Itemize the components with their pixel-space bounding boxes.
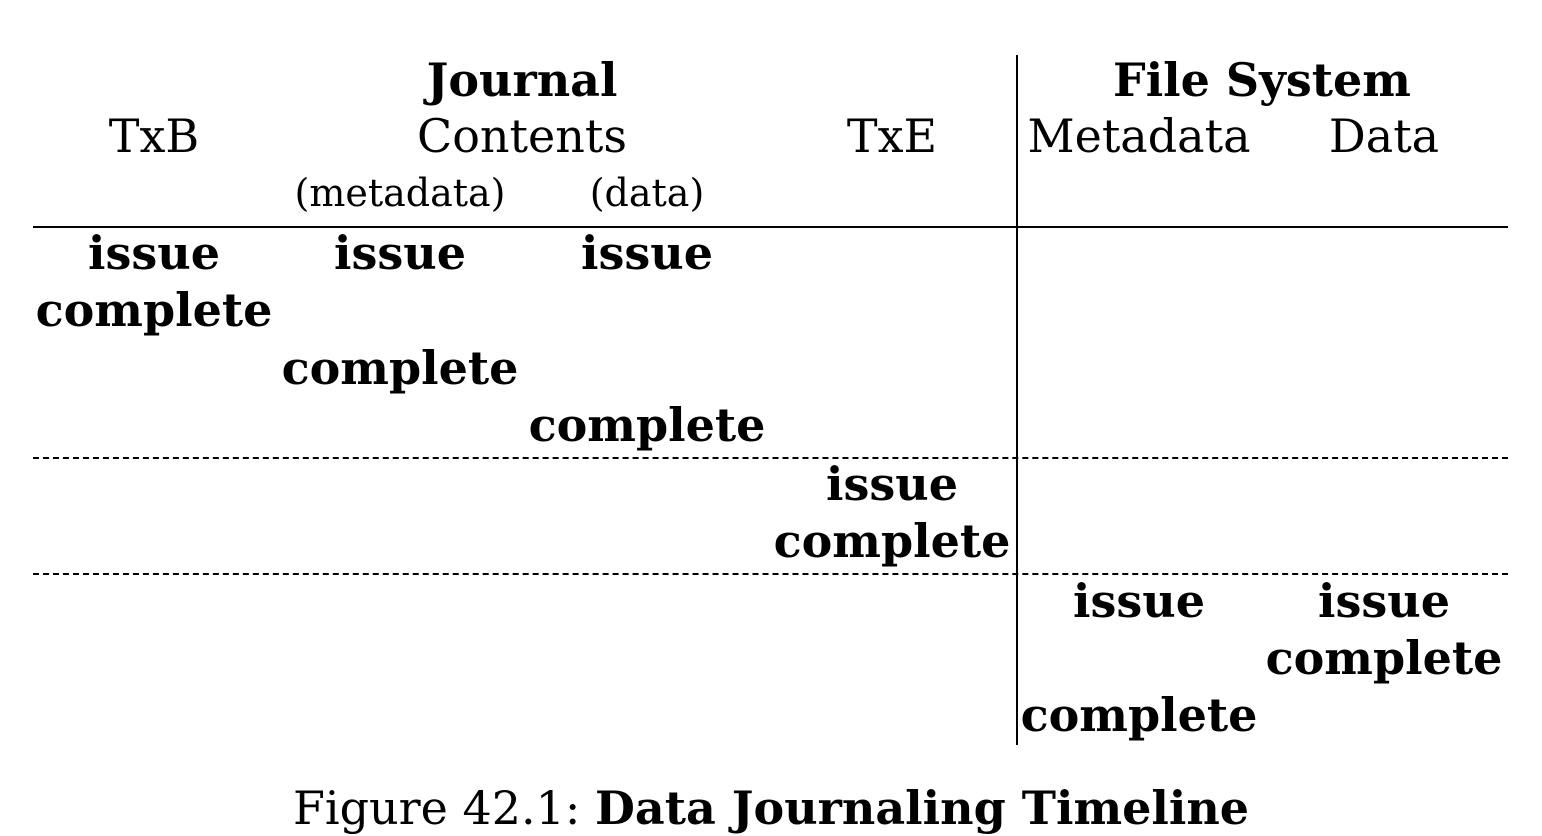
file-system-group-header: File System	[1113, 53, 1411, 107]
contents-column-header: Contents	[417, 109, 627, 163]
txb-issue-event: issue	[88, 226, 220, 280]
txe-column-header: TxE	[846, 109, 938, 163]
txe-issue-event: issue	[826, 457, 958, 511]
journal-group-header: Journal	[426, 53, 618, 107]
txb-complete-event: complete	[35, 283, 273, 337]
figure-caption: Figure 42.1: Data Journaling Timeline	[293, 785, 1249, 831]
figure-caption-title: Data Journaling Timeline	[595, 781, 1250, 835]
contents-metadata-subheader: (metadata)	[294, 171, 506, 215]
figure-caption-label: Figure 42.1:	[292, 781, 581, 835]
fs-data-issue-event: issue	[1318, 574, 1450, 628]
data-column-header: Data	[1328, 109, 1440, 163]
fs-metadata-complete-event: complete	[1020, 688, 1258, 742]
fs-metadata-issue-event: issue	[1073, 574, 1205, 628]
data-complete-event: complete	[528, 398, 766, 452]
journal-file-system-divider	[1016, 55, 1018, 745]
phase-divider-2	[33, 573, 1508, 575]
data-issue-event: issue	[581, 226, 713, 280]
metadata-complete-event: complete	[281, 341, 519, 395]
txb-column-header: TxB	[108, 109, 200, 163]
contents-data-subheader: (data)	[589, 171, 705, 215]
txe-complete-event: complete	[773, 514, 1011, 568]
header-divider-line	[33, 226, 1508, 228]
metadata-issue-event: issue	[334, 226, 466, 280]
phase-divider-1	[33, 457, 1508, 459]
fs-data-complete-event: complete	[1265, 631, 1503, 685]
metadata-column-header: Metadata	[1027, 109, 1251, 163]
